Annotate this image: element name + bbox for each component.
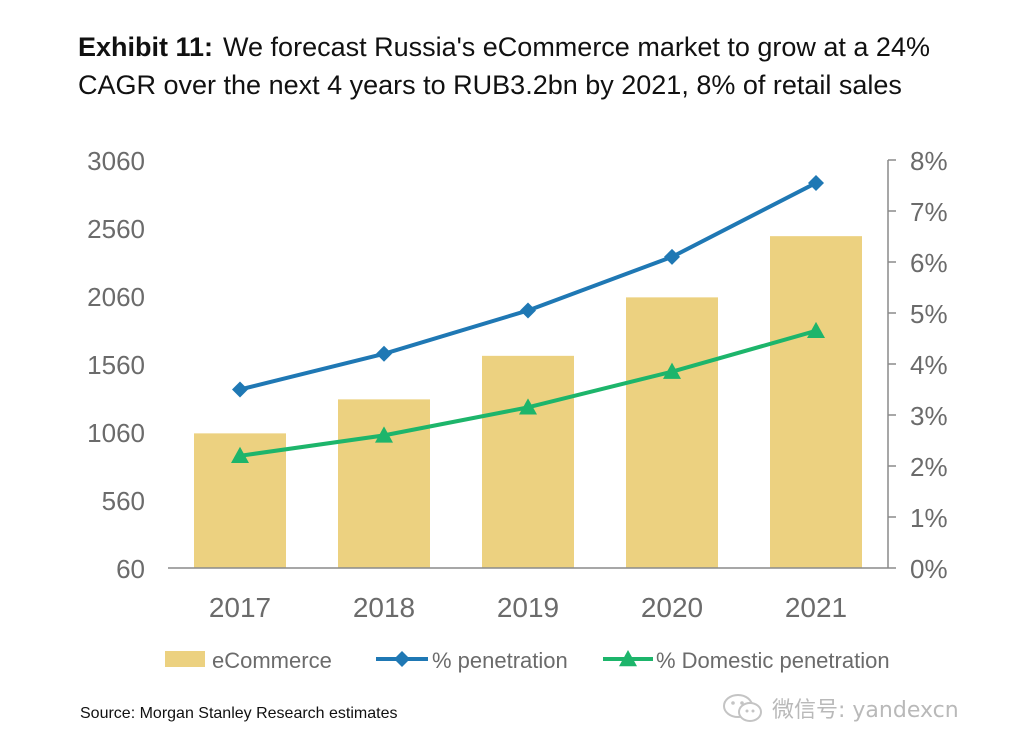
left-tick-label: 1560 (87, 350, 145, 380)
x-tick-label-2019: 2019 (497, 592, 559, 623)
point-triangle-2021 (807, 321, 825, 339)
x-tick-label-2021: 2021 (785, 592, 847, 623)
point-diamond-2020 (664, 248, 680, 265)
legend-marker-domestic (619, 650, 637, 667)
exhibit-label: Exhibit 11: (78, 32, 214, 62)
combo-chart: 60 560 1060 1560 2060 2560 3060 0% 1% 2% 3% 4% 5% 6% 7… (87, 146, 948, 673)
watermark-text: 微信号: yandexcn (772, 698, 959, 723)
right-tick-label: 3% (910, 401, 948, 431)
point-triangle-2020 (663, 362, 681, 379)
legend-label-ecommerce: eCommerce (212, 648, 332, 673)
source-note: Source: Morgan Stanley Research estimate… (80, 705, 398, 722)
left-tick-label: 2060 (87, 282, 145, 312)
right-tick-label: 7% (910, 197, 948, 227)
point-triangle-2018 (375, 426, 393, 443)
right-tick-label: 2% (910, 452, 948, 482)
left-tick-label: 1060 (87, 418, 145, 448)
legend-marker-penetration (394, 651, 410, 667)
point-diamond-2019 (520, 302, 536, 319)
right-tick-label: 1% (910, 503, 948, 533)
bar-2018 (338, 399, 430, 568)
point-diamond-2021 (808, 174, 824, 191)
point-triangle-2019 (519, 398, 537, 415)
right-tick-label: 4% (910, 350, 948, 380)
x-tick-label-2020: 2020 (641, 592, 703, 623)
right-tick-label: 0% (910, 554, 948, 584)
right-tick-label: 6% (910, 248, 948, 278)
left-tick-label: 3060 (87, 146, 145, 176)
point-diamond-2017 (232, 381, 248, 398)
legend-label-penetration: % penetration (432, 648, 568, 673)
chart-title: Exhibit 11: We forecast Russia's eCommerc… (78, 28, 988, 104)
bar-2020 (626, 297, 718, 568)
point-triangle-2017 (231, 446, 249, 463)
left-tick-label: 560 (102, 486, 145, 516)
x-tick-label-2017: 2017 (209, 592, 271, 623)
legend-swatch-ecommerce (165, 651, 205, 667)
x-tick-label-2018: 2018 (353, 592, 415, 623)
bar-2021 (770, 236, 862, 568)
point-diamond-2018 (376, 345, 392, 362)
wechat-icon (723, 694, 762, 722)
title-text: We forecast Russia's eCommerce market to… (78, 32, 930, 100)
left-tick-label: 2560 (87, 214, 145, 244)
right-tick-label: 5% (910, 299, 948, 329)
right-tick-label: 8% (910, 146, 948, 176)
bar-2019 (482, 355, 574, 568)
legend-label-domestic: % Domestic penetration (656, 648, 890, 673)
watermark: 微信号: yandexcn (722, 690, 959, 726)
left-tick-label: 60 (116, 554, 145, 584)
